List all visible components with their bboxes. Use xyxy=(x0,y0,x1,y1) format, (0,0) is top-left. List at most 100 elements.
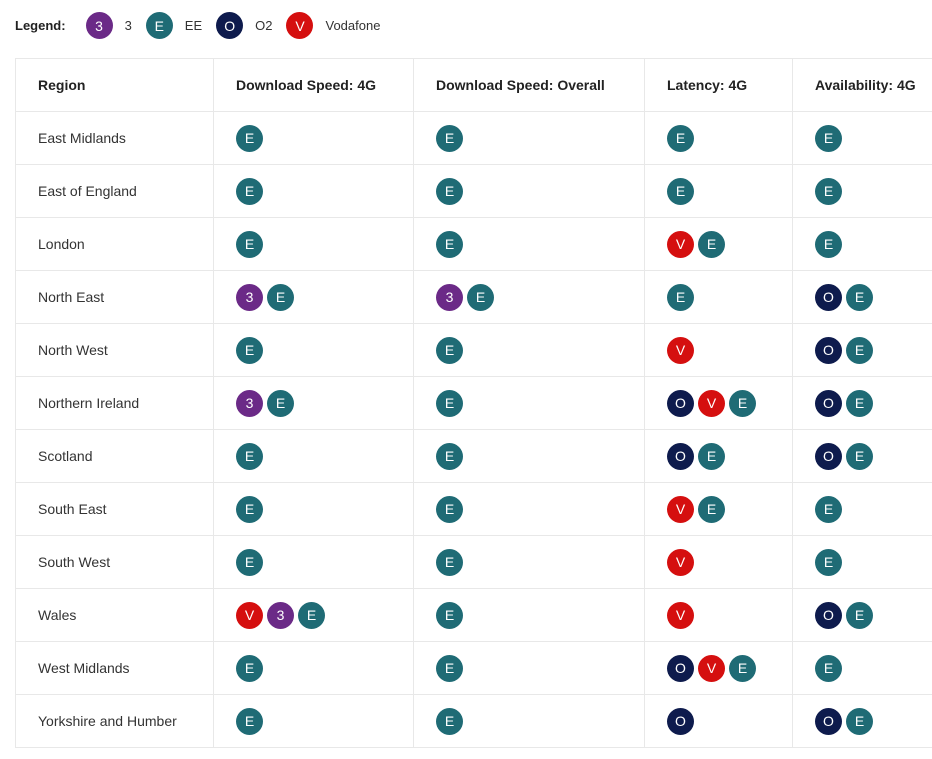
ee-operator-icon: E xyxy=(236,548,263,576)
table-row: London E E V E E xyxy=(15,217,932,271)
operator-cell: E xyxy=(213,217,414,271)
operator-cell: V xyxy=(644,535,793,589)
ee-operator-icon: E xyxy=(667,177,694,205)
operator-cell: V xyxy=(644,323,793,377)
o2-operator-icon: O xyxy=(667,707,694,735)
ee-operator-icon: E xyxy=(436,177,463,205)
ee-operator-icon: E xyxy=(436,654,463,682)
o2-operator-icon: O xyxy=(667,654,694,682)
ee-operator-icon: E xyxy=(236,707,263,735)
operator-cell: E xyxy=(413,588,645,642)
operator-badges: V xyxy=(667,601,792,629)
o2-operator-icon: O xyxy=(815,442,842,470)
table-row: North East 3 E 3 E E O E xyxy=(15,270,932,324)
legend-item-label: 3 xyxy=(124,18,132,33)
table-row: West Midlands E E O V E E xyxy=(15,641,932,695)
ee-operator-icon: E xyxy=(815,230,842,258)
operator-badges: E xyxy=(815,230,932,258)
operator-badges: E xyxy=(236,548,413,576)
operator-badges: E xyxy=(667,283,792,311)
ee-operator-icon: E xyxy=(145,12,173,39)
operator-badges: E xyxy=(436,442,644,470)
operator-badges: E xyxy=(436,548,644,576)
3-operator-icon: 3 xyxy=(436,283,463,311)
operator-badges: E xyxy=(236,442,413,470)
legend-item-label: Vodafone xyxy=(325,18,381,33)
ee-operator-icon: E xyxy=(436,601,463,629)
operator-cell: E xyxy=(644,270,793,324)
ee-operator-icon: E xyxy=(467,283,494,311)
region-cell: Wales xyxy=(15,588,214,642)
operator-cell: E xyxy=(213,482,414,536)
ee-operator-icon: E xyxy=(729,389,756,417)
operator-badges: E xyxy=(436,389,644,417)
operator-cell: E xyxy=(792,482,932,536)
operator-cell: E xyxy=(213,111,414,165)
3-operator-icon: 3 xyxy=(85,12,113,39)
operator-cell: E xyxy=(213,641,414,695)
ee-operator-icon: E xyxy=(815,654,842,682)
region-cell: East Midlands xyxy=(15,111,214,165)
table-row: East of England E E E E xyxy=(15,164,932,218)
operator-badges: E xyxy=(815,495,932,523)
operator-cell: E xyxy=(413,429,645,483)
ee-operator-icon: E xyxy=(667,283,694,311)
column-header: Region xyxy=(15,58,214,112)
operator-cell: E xyxy=(213,535,414,589)
ee-operator-icon: E xyxy=(698,495,725,523)
ee-operator-icon: E xyxy=(236,177,263,205)
o2-operator-icon: O xyxy=(815,601,842,629)
table-row: North West E E V O E xyxy=(15,323,932,377)
operator-badges: E xyxy=(436,601,644,629)
operator-cell: E xyxy=(413,164,645,218)
ee-operator-icon: E xyxy=(267,283,294,311)
operator-cell: E xyxy=(413,482,645,536)
ee-operator-icon: E xyxy=(815,495,842,523)
ee-operator-icon: E xyxy=(846,389,873,417)
table-row: East Midlands E E E E xyxy=(15,111,932,165)
ee-operator-icon: E xyxy=(846,283,873,311)
ee-operator-icon: E xyxy=(236,654,263,682)
ee-operator-icon: E xyxy=(236,336,263,364)
operator-cell: E xyxy=(792,535,932,589)
operator-badges: E xyxy=(236,654,413,682)
legend-items: 3 3 E EE O O2 V Vodafone xyxy=(85,12,395,39)
operator-badges: E xyxy=(236,336,413,364)
operator-badges: E xyxy=(815,124,932,152)
ee-operator-icon: E xyxy=(815,177,842,205)
ee-operator-icon: E xyxy=(236,442,263,470)
table-row: Northern Ireland 3 E E O V E O E xyxy=(15,376,932,430)
table-row: Scotland E E O E O E xyxy=(15,429,932,483)
ee-operator-icon: E xyxy=(729,654,756,682)
o2-operator-icon: O xyxy=(815,283,842,311)
vodafone-operator-icon: V xyxy=(698,654,725,682)
vodafone-operator-icon: V xyxy=(236,601,263,629)
ee-operator-icon: E xyxy=(846,336,873,364)
table-header-row: Region Download Speed: 4G Download Speed: … xyxy=(15,58,932,112)
3-operator-icon: 3 xyxy=(236,283,263,311)
operator-cell: E xyxy=(413,641,645,695)
column-header: Download Speed: Overall xyxy=(413,58,645,112)
region-cell: South West xyxy=(15,535,214,589)
operator-cell: E xyxy=(792,111,932,165)
operator-cell: E xyxy=(792,217,932,271)
operator-badges: E xyxy=(236,707,413,735)
table-row: Wales V 3 E E V O E xyxy=(15,588,932,642)
column-header: Availability: 4G xyxy=(792,58,932,112)
ee-operator-icon: E xyxy=(698,230,725,258)
